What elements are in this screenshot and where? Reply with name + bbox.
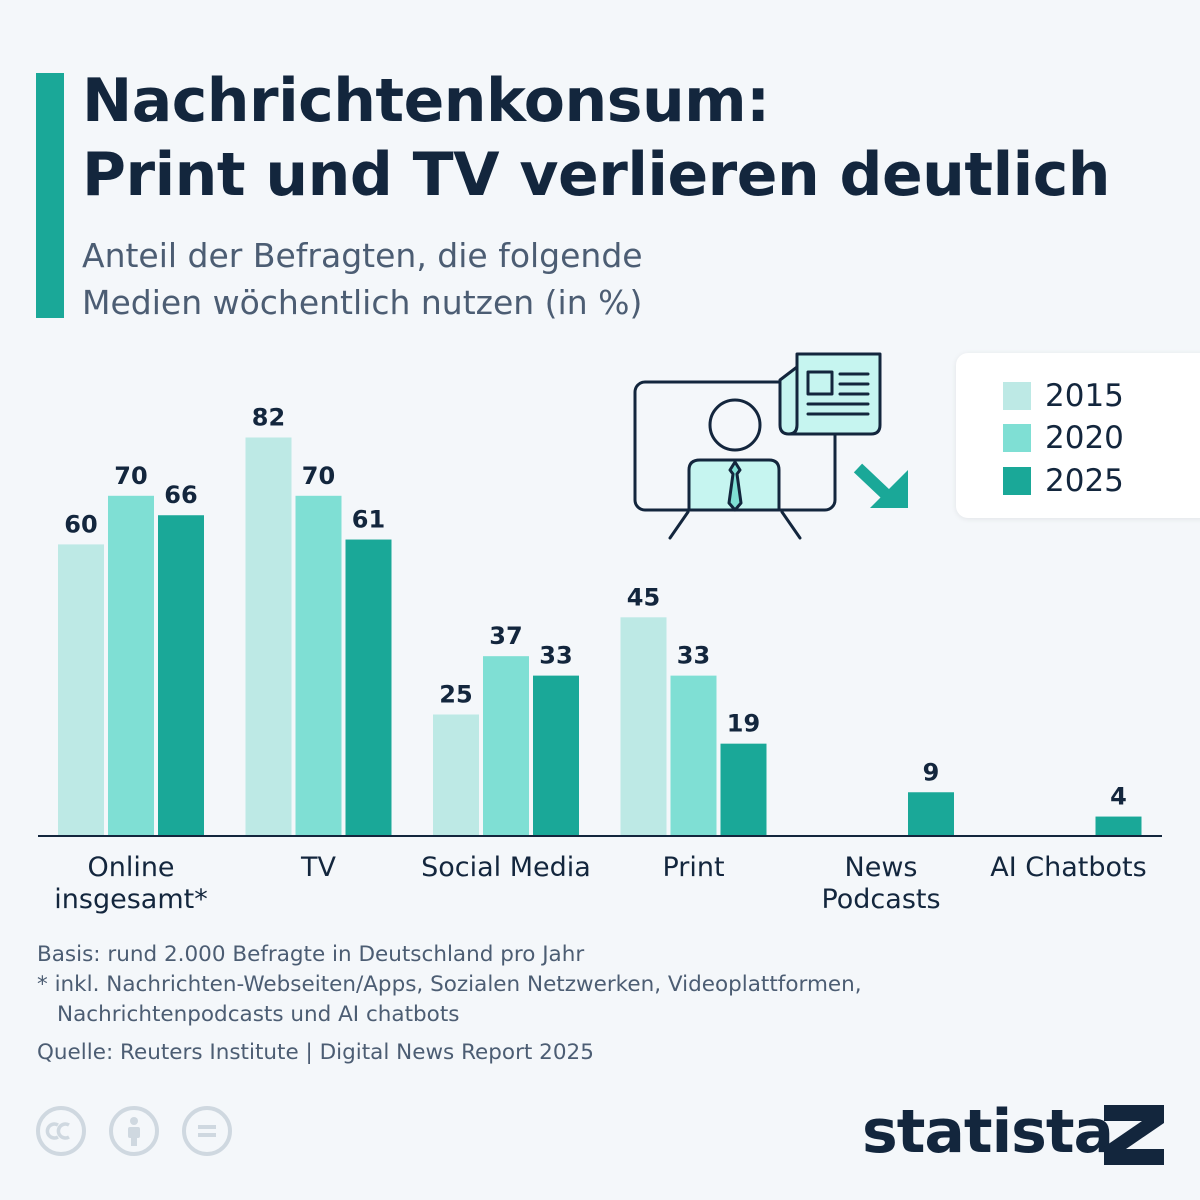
bar-print-2025 <box>720 743 767 836</box>
category-label-ai-chatbots: AI Chatbots <box>990 852 1146 883</box>
legend-swatch-2015 <box>1003 382 1031 410</box>
bar-news-podcasts-2025 <box>908 792 954 836</box>
title-accent-bar <box>36 73 64 318</box>
data-label-online-insgesamt-2015: 60 <box>64 510 97 538</box>
down-arrow-icon <box>853 463 908 508</box>
legend-label-2015: 2015 <box>1045 378 1124 414</box>
data-label-print-2025: 19 <box>727 710 760 738</box>
category-label-print: Print <box>662 852 724 883</box>
legend: 2015 2020 2025 <box>956 353 1200 518</box>
legend-label-2025: 2025 <box>1045 463 1124 499</box>
chart-notes: Basis: rund 2.000 Befragte in Deutschlan… <box>37 940 862 1068</box>
bar-tv-2025 <box>345 539 392 836</box>
category-label-social-media: Social Media <box>421 852 591 883</box>
data-label-news-podcasts-2025: 9 <box>923 758 940 786</box>
by-person-icon <box>109 1106 159 1156</box>
data-label-social-media-2020: 37 <box>489 622 522 650</box>
chart-subtitle-line-1: Anteil der Befragten, die folgende <box>82 236 643 275</box>
notes-source: Quelle: Reuters Institute | Digital News… <box>37 1040 594 1065</box>
chart-title-line-1: Nachrichtenkonsum: <box>82 66 770 136</box>
data-label-ai-chatbots-2025: 4 <box>1110 783 1127 811</box>
newspaper-icon <box>778 352 882 436</box>
bar-tv-2015 <box>245 437 292 836</box>
chart-subtitle: Anteil der Befragten, die folgende Medie… <box>82 232 643 326</box>
chart-title: Nachrichtenkonsum: Print und TV verliere… <box>82 64 1111 212</box>
notes-footnote-line-1: * inkl. Nachrichten-Webseiten/Apps, Sozi… <box>37 972 862 997</box>
data-label-print-2015: 45 <box>627 583 660 611</box>
category-label-online-insgesamt: Online insgesamt* <box>54 852 207 915</box>
bar-social-media-2020 <box>483 656 529 836</box>
legend-item-2020: 2020 <box>1003 418 1124 458</box>
bar-print-2020 <box>670 675 717 836</box>
legend-item-2015: 2015 <box>1003 376 1124 416</box>
legend-swatch-2025 <box>1003 467 1031 495</box>
bar-tv-2020 <box>295 495 342 836</box>
notes-footnote-line-2: Nachrichtenpodcasts und AI chatbots <box>57 1002 460 1027</box>
data-label-social-media-2025: 33 <box>539 642 572 670</box>
nd-equals-icon <box>182 1106 232 1156</box>
chart-subtitle-line-2: Medien wöchentlich nutzen (in %) <box>82 283 643 322</box>
data-label-print-2020: 33 <box>677 642 710 670</box>
bar-ai-chatbots-2025 <box>1095 816 1142 836</box>
data-label-social-media-2015: 25 <box>439 681 472 709</box>
data-label-tv-2020: 70 <box>302 462 335 490</box>
data-label-tv-2015: 82 <box>252 403 285 431</box>
bar-online-insgesamt-2020 <box>108 495 154 836</box>
bar-online-insgesamt-2015 <box>58 544 104 836</box>
bars-group: 60 70 66 82 70 61 25 37 33 45 33 19 9 4 <box>58 403 1142 836</box>
bar-print-2015 <box>620 617 667 836</box>
category-label-tv: TV <box>300 852 336 883</box>
bar-online-insgesamt-2025 <box>158 515 204 836</box>
data-label-online-insgesamt-2025: 66 <box>164 481 197 509</box>
data-label-tv-2025: 61 <box>352 506 385 534</box>
chart-title-line-2: Print und TV verlieren deutlich <box>82 140 1111 210</box>
notes-basis: Basis: rund 2.000 Befragte in Deutschlan… <box>37 942 585 967</box>
legend-item-2025: 2025 <box>1003 461 1124 501</box>
bar-social-media-2025 <box>533 675 579 836</box>
statista-logo-text: statista <box>862 1097 1114 1167</box>
legend-swatch-2020 <box>1003 424 1031 452</box>
legend-label-2020: 2020 <box>1045 420 1124 456</box>
statista-logo-icon <box>1104 1105 1164 1165</box>
bar-social-media-2015 <box>433 714 479 836</box>
category-label-news-podcasts: News Podcasts <box>821 852 940 915</box>
data-label-online-insgesamt-2020: 70 <box>114 462 147 490</box>
cc-icon <box>36 1106 86 1156</box>
category-labels: Online insgesamt* TV Social Media Print News P… <box>54 852 1146 915</box>
